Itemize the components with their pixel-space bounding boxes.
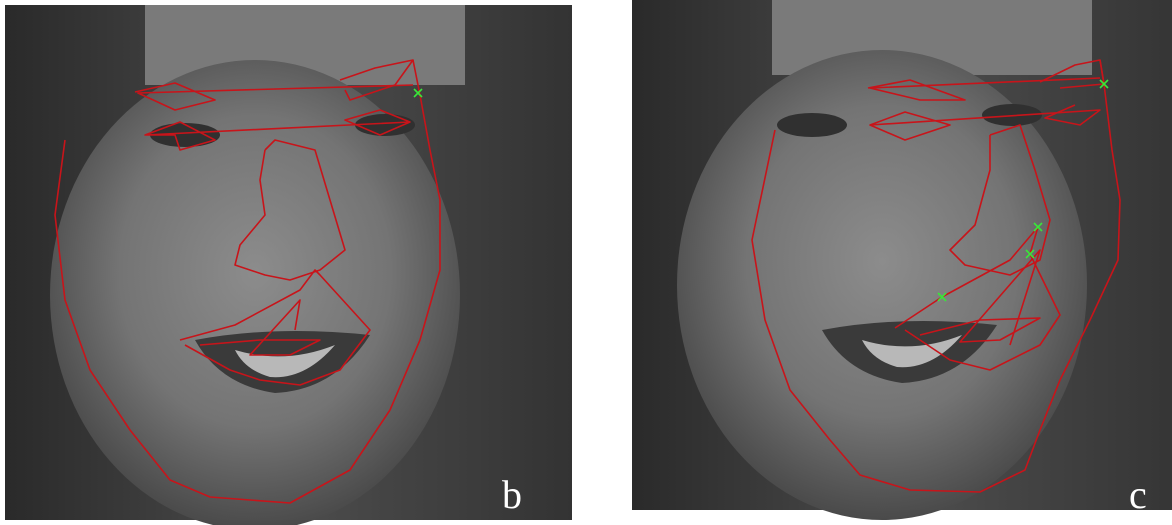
face-image — [5, 5, 572, 525]
page: b c (() => { const data = JSON.parse(doc… — [0, 0, 1172, 525]
figure: b c — [0, 0, 1172, 525]
panel-c: c — [632, 0, 1172, 520]
panel-label: c — [1129, 472, 1147, 517]
panel-b: b — [5, 5, 572, 525]
panel-label: b — [502, 472, 522, 517]
